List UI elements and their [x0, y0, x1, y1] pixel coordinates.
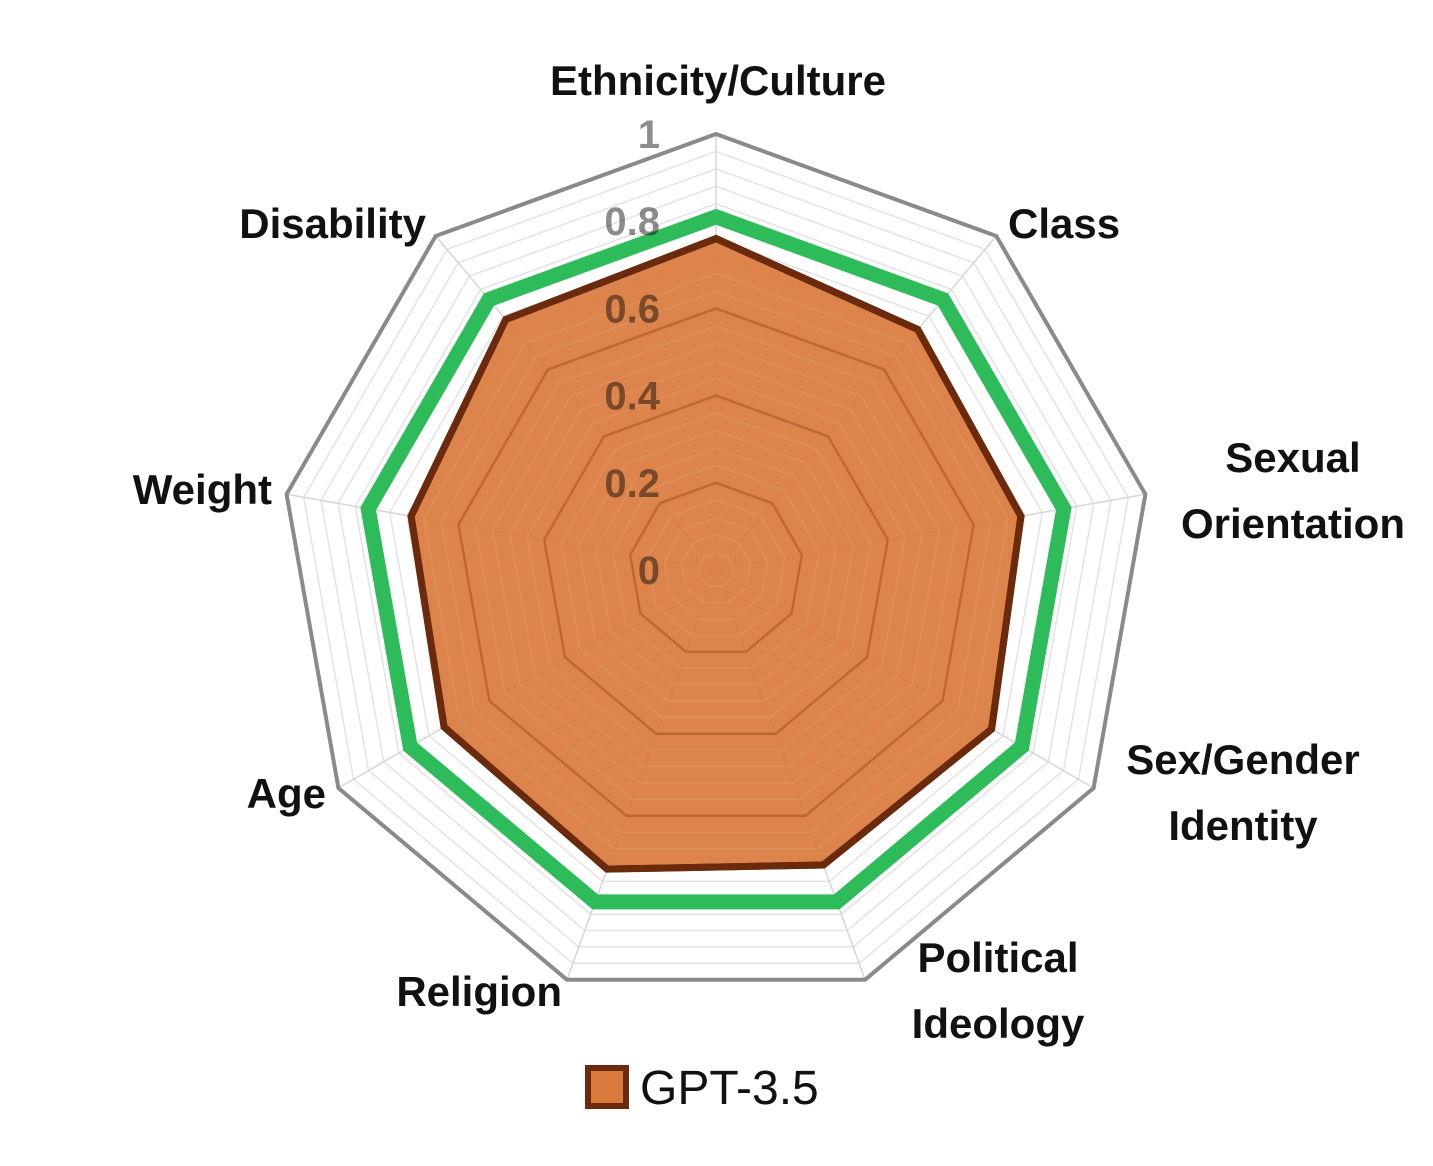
tick-label: 0.6	[604, 287, 660, 331]
minor-gridline	[354, 203, 1078, 915]
tick-label: 0.8	[604, 200, 660, 244]
fill-grid-overlay	[577, 429, 855, 702]
legend-label-gpt-3-5: GPT-3.5	[640, 1062, 819, 1115]
axis-label-religion: Religion	[396, 968, 562, 1015]
fill-major-overlay	[628, 481, 804, 654]
tick-labels: 0 0.2 0.4 0.6 0.8 1	[604, 113, 660, 593]
fill-grid-overlay	[526, 377, 906, 751]
fill-grid-overlay	[474, 325, 958, 801]
minor-gridline	[388, 237, 1044, 883]
fill-major-overlay	[542, 394, 890, 736]
axis-label-ethnicity-culture: Ethnicity/Culture	[550, 57, 886, 104]
minor-gridline	[320, 168, 1112, 948]
legend-swatch-gpt-3-5	[585, 1065, 629, 1109]
outer-gridline	[284, 131, 1148, 982]
fill-grid-overlay	[646, 499, 786, 637]
axis-label-age: Age	[247, 770, 326, 817]
series-layer	[360, 208, 1072, 910]
fill-grid-overlay	[509, 360, 923, 768]
fill-grid-overlay	[680, 534, 752, 604]
axis-label-disability: Disability	[239, 200, 426, 247]
fill-grid-overlay	[612, 464, 820, 669]
fill-major-overlay	[457, 307, 975, 818]
series-line-gpt-3-5	[407, 234, 1025, 873]
tick-label: 0	[638, 549, 660, 593]
fill-grid-overlay	[663, 517, 769, 620]
fill-grid-overlay	[440, 290, 992, 833]
axis-label-sexual-orientation: Sexual Orientation	[1181, 434, 1405, 547]
fill-grid-overlay	[560, 412, 872, 719]
fill-grid-overlay	[492, 342, 940, 784]
series-outline-1	[360, 208, 1072, 910]
tick-label: 0.4	[604, 375, 660, 419]
fill-grid-overlay	[698, 551, 734, 588]
minor-gridline	[337, 185, 1095, 932]
fill-grid-overlay	[595, 447, 837, 686]
axis-label-class: Class	[1008, 200, 1120, 247]
axis-labels: Ethnicity/Culture Class Sexual Orientation S…	[133, 57, 1405, 1047]
outer-frame	[284, 131, 1148, 982]
axis-label-political-ideology: Political Ideology	[912, 934, 1085, 1047]
axis-label-weight: Weight	[133, 466, 272, 513]
tick-label: 0.2	[604, 462, 660, 506]
minor-gridline	[303, 150, 1129, 965]
tick-label: 1	[638, 113, 660, 157]
legend: GPT-3.5	[585, 1062, 819, 1115]
axis-label-sex-gender-identity: Sex/Gender Identity	[1126, 736, 1359, 849]
fill-grid-overlay	[423, 272, 1009, 850]
